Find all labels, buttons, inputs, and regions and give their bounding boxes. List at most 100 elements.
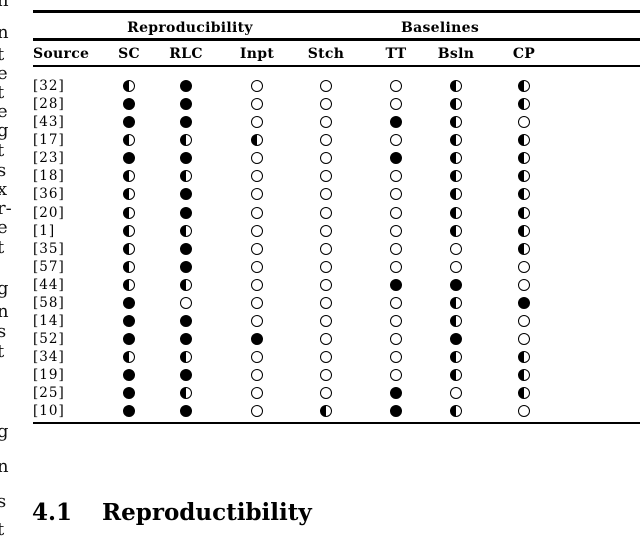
empty-circle-icon [320,260,332,273]
table-row: [17] [33,131,640,149]
half-filled-circle-icon [518,224,530,237]
table-row: [1] [33,222,640,240]
table-header-rule [33,65,640,67]
margin-text-fragment: x [0,179,8,200]
half-filled-circle-icon [123,224,135,237]
column-header-bsln: Bsln [437,46,475,62]
empty-circle-icon [390,188,402,201]
half-filled-circle-icon [518,206,530,219]
section-number: 4.1 [32,499,73,526]
margin-text-fragment: g [0,278,9,299]
half-filled-circle-icon [518,188,530,201]
filled-circle-icon [390,387,402,400]
half-filled-circle-icon [180,134,192,147]
half-filled-circle-icon [450,98,462,111]
table-row: [25] [33,384,640,402]
half-filled-circle-icon [450,315,462,328]
source-citation-link[interactable]: [52] [33,331,65,348]
filled-circle-icon [123,116,135,129]
source-citation-link[interactable]: [32] [33,78,65,94]
source-citation-link[interactable]: [1] [33,222,56,239]
half-filled-circle-icon [450,369,462,382]
margin-text-fragment: n [0,0,9,11]
empty-circle-icon [518,315,530,328]
margin-text-fragment: s [0,491,7,512]
source-citation-link[interactable]: [25] [33,385,65,402]
half-filled-circle-icon [450,224,462,237]
margin-text-fragment: t [0,140,5,161]
empty-circle-icon [450,387,462,400]
empty-circle-icon [251,278,263,291]
half-filled-circle-icon [518,98,530,111]
source-citation-link[interactable]: [58] [33,294,65,311]
filled-circle-icon [180,260,192,273]
half-filled-circle-icon [123,188,135,201]
source-citation-link[interactable]: [10] [33,403,65,420]
half-filled-circle-icon [123,260,135,273]
empty-circle-icon [320,224,332,237]
source-citation-link[interactable]: [17] [33,132,65,149]
half-filled-circle-icon [123,170,135,183]
half-filled-circle-icon [251,134,263,147]
empty-circle-icon [390,260,402,273]
table-row: [23] [33,149,640,167]
empty-circle-icon [180,296,192,309]
half-filled-circle-icon [450,152,462,165]
empty-circle-icon [320,278,332,291]
source-citation-link[interactable]: [19] [33,367,65,384]
source-citation-link[interactable]: [18] [33,168,65,185]
filled-circle-icon [123,333,135,346]
empty-circle-icon [518,405,530,418]
group-header-baselines: Baselines [401,20,479,36]
half-filled-circle-icon [518,242,530,255]
source-citation-link[interactable]: [36] [33,186,65,203]
empty-circle-icon [320,369,332,382]
half-filled-circle-icon [180,170,192,183]
filled-circle-icon [180,315,192,328]
half-filled-circle-icon [123,278,135,291]
table-group-rule [33,38,640,41]
source-citation-link[interactable]: [23] [33,150,65,167]
filled-circle-icon [180,333,192,346]
table-row: [18] [33,167,640,185]
half-filled-circle-icon [450,170,462,183]
empty-circle-icon [251,369,263,382]
filled-circle-icon [390,116,402,129]
source-citation-link[interactable]: [35] [33,240,65,257]
source-citation-link[interactable]: [44] [33,276,65,293]
filled-circle-icon [180,405,192,418]
empty-circle-icon [320,206,332,219]
margin-text-fragment: r- [0,198,12,219]
section-heading: 4.1 Reproductibility [32,499,312,526]
source-citation-link[interactable]: [14] [33,313,65,330]
empty-circle-icon [251,206,263,219]
half-filled-circle-icon [320,405,332,418]
empty-circle-icon [320,98,332,111]
half-filled-circle-icon [450,188,462,201]
empty-circle-icon [251,116,263,129]
source-citation-link[interactable]: [43] [33,114,65,131]
margin-text-fragment: s [0,321,7,342]
source-citation-link[interactable]: [28] [33,96,65,113]
table-row: [34] [33,348,640,366]
empty-circle-icon [251,80,263,92]
filled-circle-icon [180,188,192,201]
filled-circle-icon [390,278,402,291]
filled-circle-icon [450,333,462,346]
empty-circle-icon [450,242,462,255]
filled-circle-icon [251,333,263,346]
empty-circle-icon [390,80,402,92]
filled-circle-icon [180,116,192,129]
source-citation-link[interactable]: [57] [33,258,65,275]
margin-text-fragment: g [0,421,9,442]
empty-circle-icon [320,80,332,92]
empty-circle-icon [390,369,402,382]
filled-circle-icon [123,152,135,165]
empty-circle-icon [251,260,263,273]
source-citation-link[interactable]: [20] [33,204,65,221]
filled-circle-icon [180,369,192,382]
filled-circle-icon [450,278,462,291]
margin-text-fragment: e [0,101,8,122]
source-citation-link[interactable]: [34] [33,349,65,366]
margin-text-fragment: n [0,22,9,43]
